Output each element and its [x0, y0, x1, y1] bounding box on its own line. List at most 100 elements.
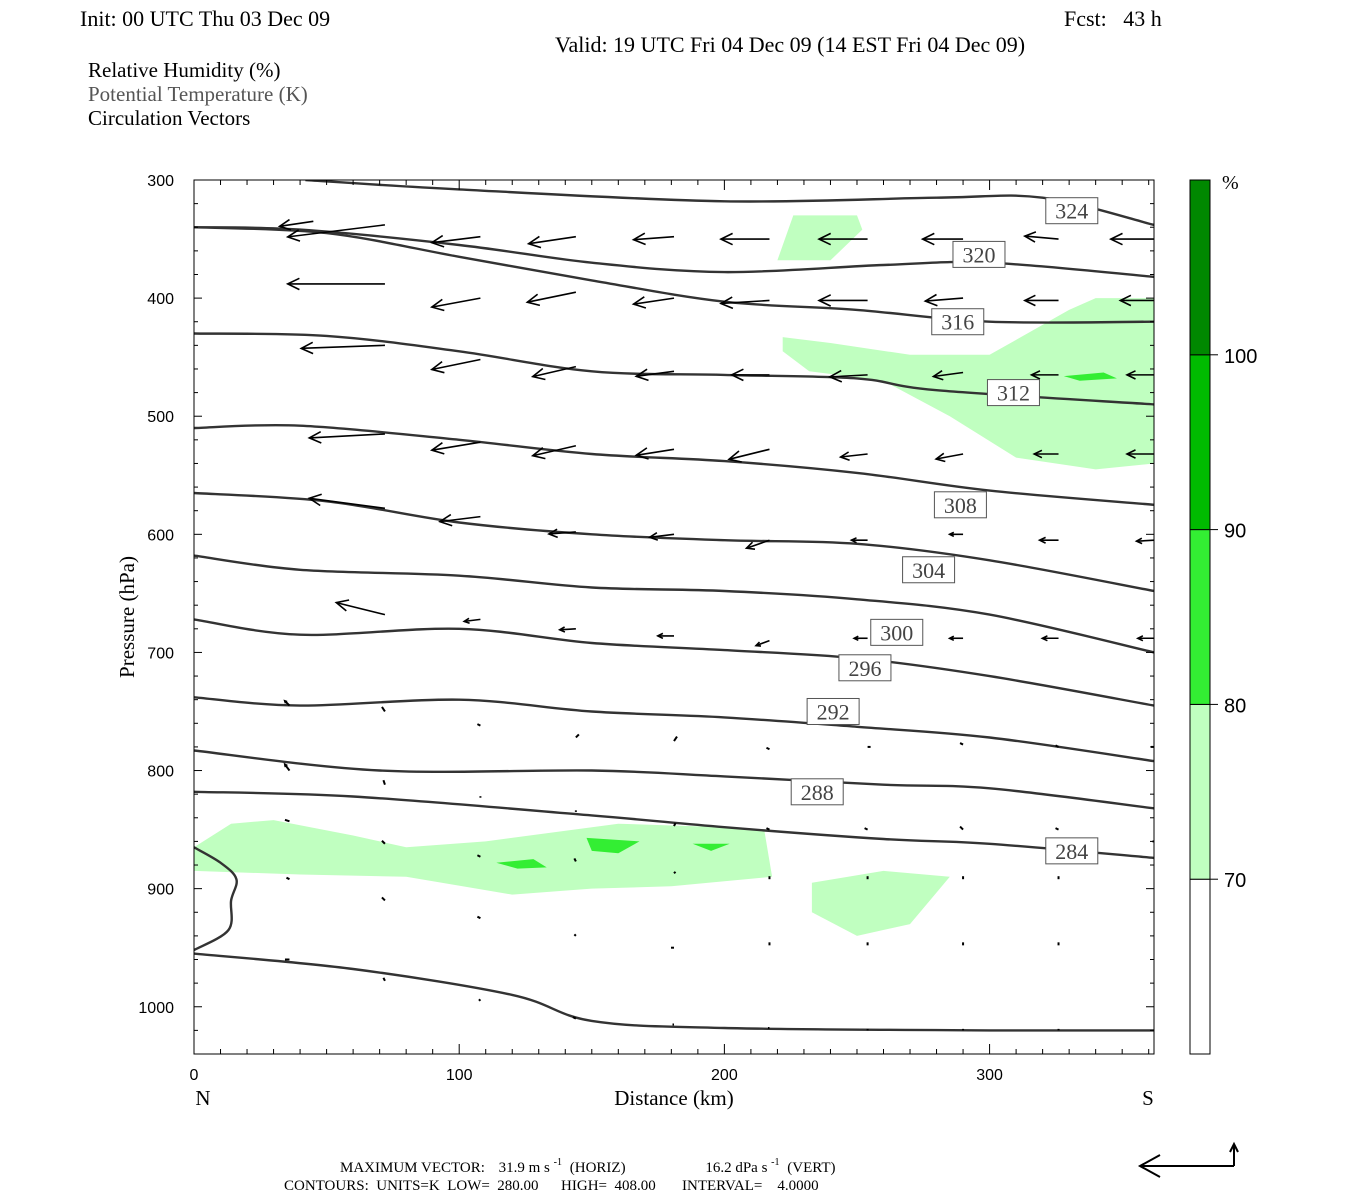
isentrope-label-296: 296 — [838, 654, 892, 682]
max-vector-horiz: 31.9 m s — [499, 1160, 550, 1176]
circulation-vector-46 — [1032, 449, 1059, 459]
circulation-vector-9 — [430, 358, 481, 374]
circulation-vector-51 — [1125, 370, 1154, 380]
isentrope-label-292: 292 — [806, 697, 860, 725]
y-tick-label-800: 800 — [147, 764, 174, 781]
isentrope-280-11 — [194, 952, 1154, 1032]
circulation-vector-33 — [827, 369, 868, 383]
colorbar-bin-2 — [1189, 529, 1211, 705]
max-vector-vert: 16.2 dPa s — [705, 1160, 767, 1176]
circulation-vector-13 — [526, 235, 576, 249]
valid-time: Valid: 19 UTC Fri 04 Dec 09 (14 EST Fri … — [555, 32, 1025, 57]
legend-rh: Relative Humidity (%) — [88, 58, 280, 82]
svg-text:284: 284 — [1055, 839, 1088, 864]
rh-region-6 — [692, 843, 730, 851]
circulation-vector-0 — [285, 224, 386, 242]
small-vector-8 — [1055, 744, 1059, 748]
horiz-exponent: -1 — [554, 1157, 562, 1168]
circulation-vector-43 — [1022, 231, 1059, 243]
small-vector-40 — [478, 998, 482, 1002]
rh-region-2 — [194, 820, 773, 895]
y-axis: 300 400 500 600 700 800 900 1000 — [138, 173, 1154, 1055]
circulation-vector-10 — [429, 441, 481, 455]
circulation-vector-12 — [462, 617, 481, 624]
y-tick-label-1000: 1000 — [138, 1000, 174, 1017]
plot-background — [194, 180, 1154, 1054]
circulation-vector-4 — [307, 430, 385, 444]
small-vector-29 — [286, 876, 290, 881]
y-tick-label-400: 400 — [147, 291, 174, 308]
legend-vectors: Circulation Vectors — [88, 106, 250, 130]
small-vector-39 — [382, 977, 386, 982]
isentrope-324-0 — [305, 180, 1154, 227]
rh-region-1 — [782, 298, 1154, 470]
circulation-vector-22 — [634, 447, 675, 460]
small-vector-31 — [476, 915, 481, 920]
svg-text:292: 292 — [817, 699, 850, 724]
x-axis: 0 100 200 300 — [190, 180, 1150, 1084]
rh-region-5 — [586, 837, 640, 854]
max-vector-title: MAXIMUM VECTOR: — [340, 1160, 485, 1176]
circulation-vector-35 — [849, 537, 868, 544]
circulation-vector-16 — [530, 444, 577, 460]
isentrope-label-324: 324 — [1045, 197, 1099, 225]
svg-text:312: 312 — [997, 381, 1030, 406]
horiz-unit: (HORIZ) — [570, 1160, 626, 1176]
colorbar-unit: % — [1222, 172, 1239, 194]
small-vector-0 — [283, 699, 291, 707]
vert-exponent: -1 — [771, 1157, 779, 1168]
svg-text:308: 308 — [944, 493, 977, 518]
plot-frame — [193, 179, 1155, 1055]
circulation-vector-17 — [547, 528, 576, 539]
isentrope-284-10 — [194, 790, 1154, 860]
small-vector-11 — [382, 779, 386, 786]
circulation-vector-44 — [1022, 294, 1059, 307]
small-vector-18 — [1055, 827, 1059, 831]
colorbar: 70 80 90 100 — [1189, 179, 1257, 1055]
small-vector-32 — [573, 933, 577, 937]
y-tick-label-900: 900 — [147, 882, 174, 899]
x-tick-label-200: 200 — [711, 1067, 738, 1084]
circulation-vector-38 — [923, 293, 964, 307]
circulation-vector-6 — [334, 599, 386, 616]
svg-text:296: 296 — [848, 656, 881, 681]
circulation-vector-42 — [947, 635, 964, 642]
colorbar-bin-0 — [1189, 878, 1211, 1055]
circulation-vector-7 — [429, 234, 481, 248]
circulation-vector-27 — [729, 368, 770, 382]
small-vector-23 — [573, 858, 577, 862]
x-tick-label-300: 300 — [976, 1067, 1003, 1084]
colorbar-label-100: 100 — [1224, 346, 1257, 368]
isentrope-label-308: 308 — [933, 491, 987, 519]
small-vector-5 — [766, 746, 770, 751]
circulation-vector-20 — [631, 296, 675, 309]
vector-layer — [277, 218, 1155, 1031]
svg-text:324: 324 — [1055, 199, 1088, 224]
isentrope-280-12 — [194, 846, 238, 952]
rh-region-7 — [1063, 372, 1117, 381]
small-vector-22 — [476, 854, 481, 858]
circulation-vector-23 — [647, 532, 675, 541]
isentrope-300-6 — [194, 554, 1154, 654]
small-vector-15 — [766, 827, 770, 831]
circulation-vector-52 — [1125, 449, 1154, 459]
colorbar-label-80: 80 — [1224, 695, 1246, 717]
circulation-vector-19 — [631, 232, 675, 246]
left-end-label: N — [195, 1086, 210, 1110]
circulation-vector-28 — [727, 448, 770, 463]
small-vector-17 — [959, 825, 964, 831]
circulation-vector-32 — [817, 294, 868, 307]
circulation-vector-49 — [1108, 232, 1154, 246]
isentrope-312-3 — [194, 332, 1154, 406]
y-tick-label-600: 600 — [147, 527, 174, 544]
isentrope-label-288: 288 — [790, 778, 844, 806]
small-vector-3 — [575, 733, 580, 739]
small-vector-2 — [476, 723, 481, 727]
plot-area: 324 320 316 312 308 304 300 296 292 288 284 — [193, 179, 1155, 1055]
circulation-vector-14 — [525, 291, 577, 307]
svg-text:288: 288 — [801, 780, 834, 805]
legend-theta: Potential Temperature (K) — [88, 82, 308, 106]
right-end-label: S — [1142, 1086, 1154, 1110]
isentrope-label-312: 312 — [986, 379, 1040, 407]
isentrope-label-300: 300 — [870, 618, 924, 646]
